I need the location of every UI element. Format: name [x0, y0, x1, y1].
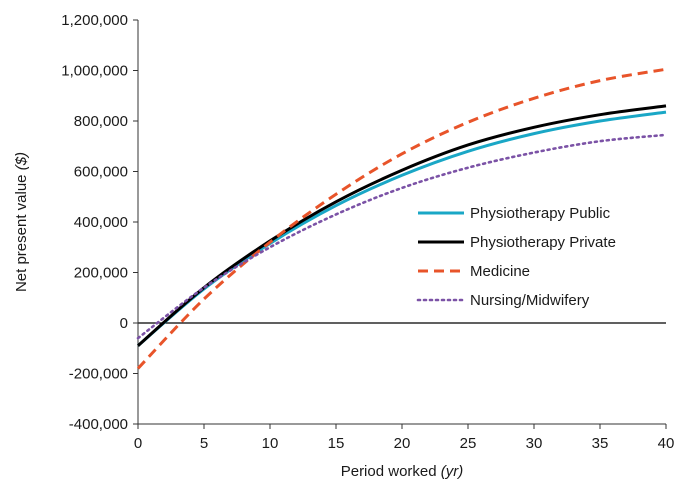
x-axis-title-text: Period worked [341, 463, 437, 480]
x-tick-label: 20 [394, 435, 411, 452]
series-line-physiotherapy-public [137, 110, 667, 347]
y-tick-label: 600,000 [74, 164, 128, 181]
legend-item-nursing-midwifery: Nursing/Midwifery [416, 292, 590, 309]
x-tick-label: 35 [592, 435, 609, 452]
y-tick-label: -200,000 [69, 366, 128, 383]
legend: Physiotherapy Public Physiotherapy Privat… [416, 205, 616, 309]
x-tick-label: 0 [134, 435, 142, 452]
legend-item-physiotherapy-public: Physiotherapy Public [418, 205, 611, 222]
y-tick-label: 400,000 [74, 214, 128, 231]
x-tick-label: 25 [460, 435, 477, 452]
legend-item-medicine: Medicine [418, 263, 530, 280]
y-axis-title-text: Net present value [13, 174, 30, 292]
x-tick-label: 30 [526, 435, 543, 452]
legend-item-physiotherapy-private: Physiotherapy Private [418, 234, 616, 251]
series-line-nursing-midwifery [136, 133, 668, 340]
x-tick-label: 10 [262, 435, 279, 452]
x-tick-label: 40 [658, 435, 675, 452]
y-tick-label: 0 [120, 315, 128, 332]
y-tick-label: 800,000 [74, 113, 128, 130]
y-tick-label: 1,200,000 [61, 12, 128, 29]
x-axis: 0 5 10 15 20 25 30 35 40 [134, 423, 675, 452]
legend-label: Medicine [470, 263, 530, 280]
series-line-physiotherapy-private [137, 104, 667, 347]
y-axis: -400,000 -200,000 0 200,000 400,000 600,000 80… [61, 12, 139, 433]
series-line-medicine [136, 67, 667, 370]
legend-label: Physiotherapy Private [470, 234, 616, 251]
y-tick-label: 1,000,000 [61, 63, 128, 80]
x-tick-label: 5 [200, 435, 208, 452]
legend-label: Nursing/Midwifery [470, 292, 590, 309]
y-tick-label: 200,000 [74, 265, 128, 282]
x-axis-title: Period worked (yr) [341, 463, 464, 480]
y-axis-title-unit: ($) [13, 152, 30, 170]
series-lines [136, 67, 668, 370]
x-tick-label: 15 [328, 435, 345, 452]
y-axis-title: Net present value ($) [13, 152, 30, 292]
x-axis-title-unit: (yr) [441, 463, 464, 480]
y-tick-label: -400,000 [69, 416, 128, 433]
legend-label: Physiotherapy Public [470, 205, 611, 222]
